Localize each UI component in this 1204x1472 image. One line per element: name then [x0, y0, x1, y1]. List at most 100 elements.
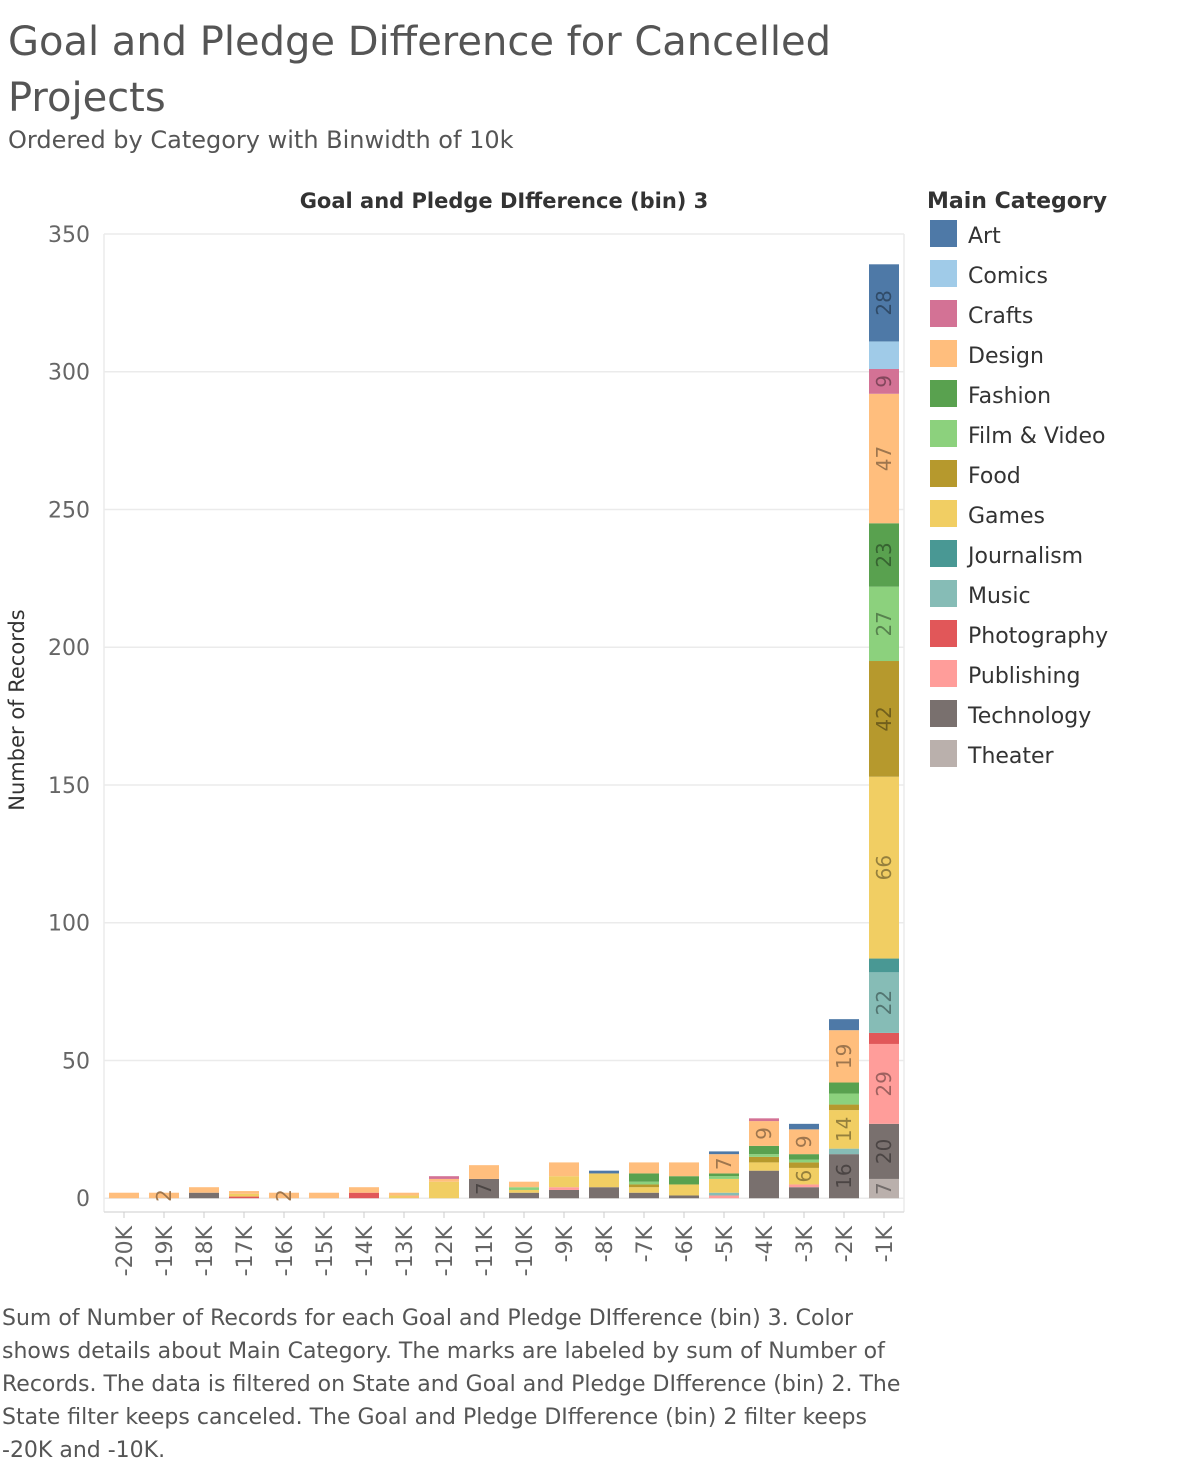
bar-segment: [829, 1019, 859, 1031]
y-tick-label: 150: [48, 774, 90, 799]
x-tick-label: -19K: [153, 1225, 178, 1276]
bar-segment: [789, 1154, 819, 1160]
data-label: 2: [152, 1189, 176, 1202]
bar-segment: [749, 1162, 779, 1171]
bar-segment: [829, 1104, 859, 1111]
stacked-bar-chart: Goal and Pledge DIfference (bin) 3 Numbe…: [5, 189, 1108, 1276]
bar-segment: [869, 1178, 899, 1199]
x-tick-label: -8K: [593, 1225, 618, 1262]
bar-segment: [389, 1192, 419, 1196]
data-label: 20: [872, 1139, 896, 1164]
grid-lines: [103, 233, 905, 1213]
x-tick-label: -9K: [553, 1225, 578, 1262]
bar-segment: [269, 1192, 299, 1199]
bar-segment: [789, 1184, 819, 1188]
data-label: 7: [712, 1157, 736, 1170]
bar-segment: [869, 972, 899, 1033]
bar-segment: [829, 1030, 859, 1083]
data-label: 22: [872, 990, 896, 1015]
data-label: 7: [472, 1182, 496, 1195]
bar-segment: [349, 1192, 379, 1199]
bar-segment: [789, 1187, 819, 1199]
chart-caption: Sum of Number of Records for each Goal a…: [2, 1306, 901, 1463]
bar-segment: [189, 1192, 219, 1199]
y-tick-label: 200: [48, 636, 90, 661]
legend-swatch: [930, 460, 957, 487]
bar-segment: [869, 661, 899, 777]
legend-label: Journalism: [966, 544, 1083, 569]
bar-segment: [429, 1178, 459, 1182]
bar-segment: [549, 1176, 579, 1188]
bar-segment: [789, 1167, 819, 1185]
x-tick-labels: -20K -19K -18K -17K -16K -15K -14K -13K -12K -11K…: [113, 1212, 898, 1276]
data-label: 16: [832, 1163, 856, 1188]
legend-swatch: [930, 220, 957, 247]
data-label: 14: [832, 1117, 856, 1142]
bar-segment: [869, 1123, 899, 1179]
bar-segment: [869, 586, 899, 662]
bar-segment: [869, 523, 899, 587]
bar-segment: [749, 1170, 779, 1199]
bar-segment: [669, 1176, 699, 1185]
bar-segment: [869, 341, 899, 369]
x-tick-label: -20K: [113, 1225, 138, 1276]
x-tick-label: -4K: [753, 1225, 778, 1262]
y-tick-label: 50: [62, 1049, 90, 1074]
bar-segment: [869, 776, 899, 959]
data-label: 28: [872, 290, 896, 315]
legend-label: Fashion: [968, 384, 1051, 409]
legend: Main Category Art Comics Crafts Design Fashi…: [927, 189, 1108, 769]
bar-segment: [749, 1154, 779, 1157]
bar-segment: [829, 1082, 859, 1094]
x-tick-label: -6K: [673, 1225, 698, 1262]
x-tick-label: -2K: [833, 1225, 858, 1262]
bar-segment: [389, 1195, 419, 1199]
bar-segment: [509, 1189, 539, 1193]
bar-segment: [429, 1181, 459, 1199]
bar-segment: [189, 1187, 219, 1193]
bar-segment: [629, 1162, 659, 1174]
bar-segment: [669, 1162, 699, 1177]
bar-segment: [709, 1195, 739, 1199]
x-axis-title: Goal and Pledge DIfference (bin) 3: [300, 189, 709, 213]
bar-segment: [509, 1181, 539, 1188]
bar-segment: [429, 1176, 459, 1179]
bar-segment: [869, 368, 899, 394]
legend-label: Art: [968, 224, 1001, 249]
data-label: 42: [872, 706, 896, 731]
bar-segment: [869, 958, 899, 973]
bar-segment: [749, 1156, 779, 1163]
x-tick-label: -10K: [513, 1225, 538, 1276]
bar-segment: [829, 1154, 859, 1199]
x-tick-label: -18K: [193, 1225, 218, 1276]
y-tick-label: 300: [48, 361, 90, 386]
data-label: 9: [872, 375, 896, 388]
bar-segment: [629, 1184, 659, 1188]
legend-swatch: [930, 580, 957, 607]
bar-segment: [469, 1165, 499, 1179]
legend-swatch: [930, 380, 957, 407]
bar-segment: [349, 1187, 379, 1193]
bar-segment: [509, 1192, 539, 1199]
bar-segment: [589, 1187, 619, 1199]
bar-segment: [229, 1193, 259, 1197]
bar-segment: [629, 1181, 659, 1185]
bar-segment: [709, 1154, 739, 1174]
legend-swatch: [930, 340, 957, 367]
legend-swatch: [930, 740, 957, 767]
y-tick-label: 250: [48, 498, 90, 523]
bar-segment: [509, 1187, 539, 1190]
bar-segment: [789, 1129, 819, 1155]
x-tick-label: -5K: [713, 1225, 738, 1262]
data-label: 9: [792, 1135, 816, 1148]
bar-segment: [469, 1178, 499, 1199]
data-label: 23: [872, 542, 896, 567]
x-tick-label: -12K: [433, 1225, 458, 1276]
data-label: 2: [272, 1189, 296, 1202]
legend-title: Main Category: [927, 189, 1107, 214]
bar-segment: [549, 1162, 579, 1177]
bar-segment: [749, 1118, 779, 1122]
bar-segment: [709, 1151, 739, 1155]
legend-label: Design: [968, 344, 1044, 369]
